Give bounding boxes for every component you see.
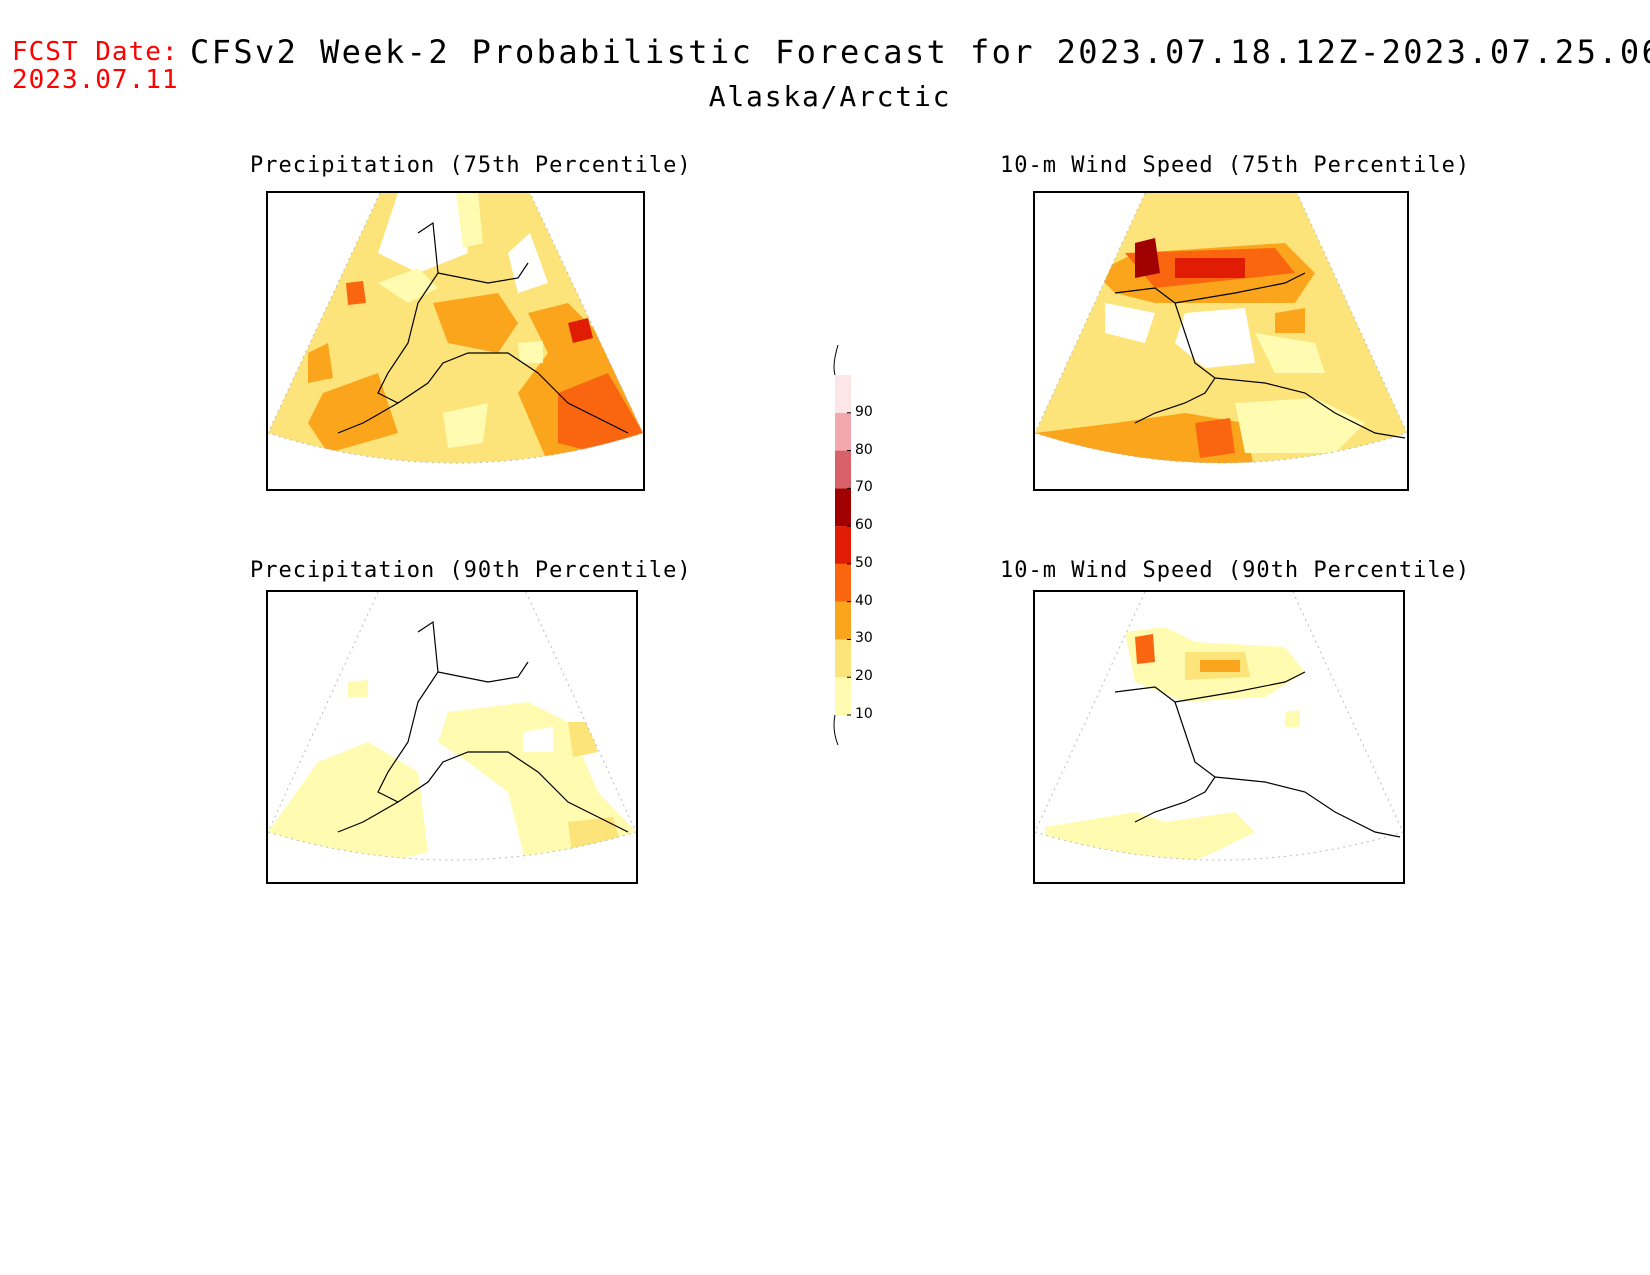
fcst-date-value: 2023.07.11 bbox=[12, 65, 179, 95]
colorbar-label: 20 bbox=[855, 668, 873, 685]
colorbar-label: 10 bbox=[855, 706, 873, 722]
colorbar-label: 40 bbox=[855, 592, 873, 609]
map-panel-precip75 bbox=[266, 191, 645, 491]
map-panel-precip90 bbox=[266, 590, 638, 884]
colorbar: 10 20 30 40 50 60 70 80 90 bbox=[830, 344, 890, 746]
panel-title-precip90: Precipitation (90th Percentile) bbox=[250, 558, 692, 583]
colorbar-swatch bbox=[835, 526, 851, 564]
colorbar-swatch bbox=[835, 450, 851, 489]
panel-title-wind90: 10-m Wind Speed (90th Percentile) bbox=[1000, 558, 1471, 583]
colorbar-label: 90 bbox=[855, 403, 873, 420]
colorbar-label: 60 bbox=[855, 517, 873, 534]
colorbar-swatch bbox=[835, 639, 851, 678]
map-precip90 bbox=[268, 592, 636, 861]
fcst-date: FCST Date: 2023.07.11 bbox=[12, 38, 179, 94]
panel-title-wind75: 10-m Wind Speed (75th Percentile) bbox=[1000, 153, 1471, 178]
colorbar-label: 30 bbox=[855, 630, 873, 647]
panel-title-precip75: Precipitation (75th Percentile) bbox=[250, 153, 692, 178]
map-precip75 bbox=[268, 193, 643, 464]
colorbar-swatch bbox=[835, 601, 851, 640]
colorbar-swatch bbox=[835, 563, 851, 602]
colorbar-label: 50 bbox=[855, 554, 873, 571]
colorbar-label: 70 bbox=[855, 479, 873, 496]
map-wind90 bbox=[1035, 592, 1403, 861]
colorbar-swatch bbox=[835, 677, 851, 715]
map-panel-wind75 bbox=[1033, 191, 1409, 491]
colorbar-swatch bbox=[835, 412, 851, 451]
colorbar-swatch bbox=[835, 375, 851, 413]
colorbar-svg bbox=[833, 344, 851, 746]
page-title: CFSv2 Week-2 Probabilistic Forecast for … bbox=[190, 33, 1650, 71]
fcst-date-label: FCST Date: bbox=[12, 37, 179, 67]
colorbar-label: 80 bbox=[855, 441, 873, 458]
map-wind75 bbox=[1035, 193, 1407, 464]
colorbar-swatch bbox=[835, 488, 851, 527]
map-panel-wind90 bbox=[1033, 590, 1405, 884]
page-subtitle: Alaska/Arctic bbox=[708, 80, 952, 113]
